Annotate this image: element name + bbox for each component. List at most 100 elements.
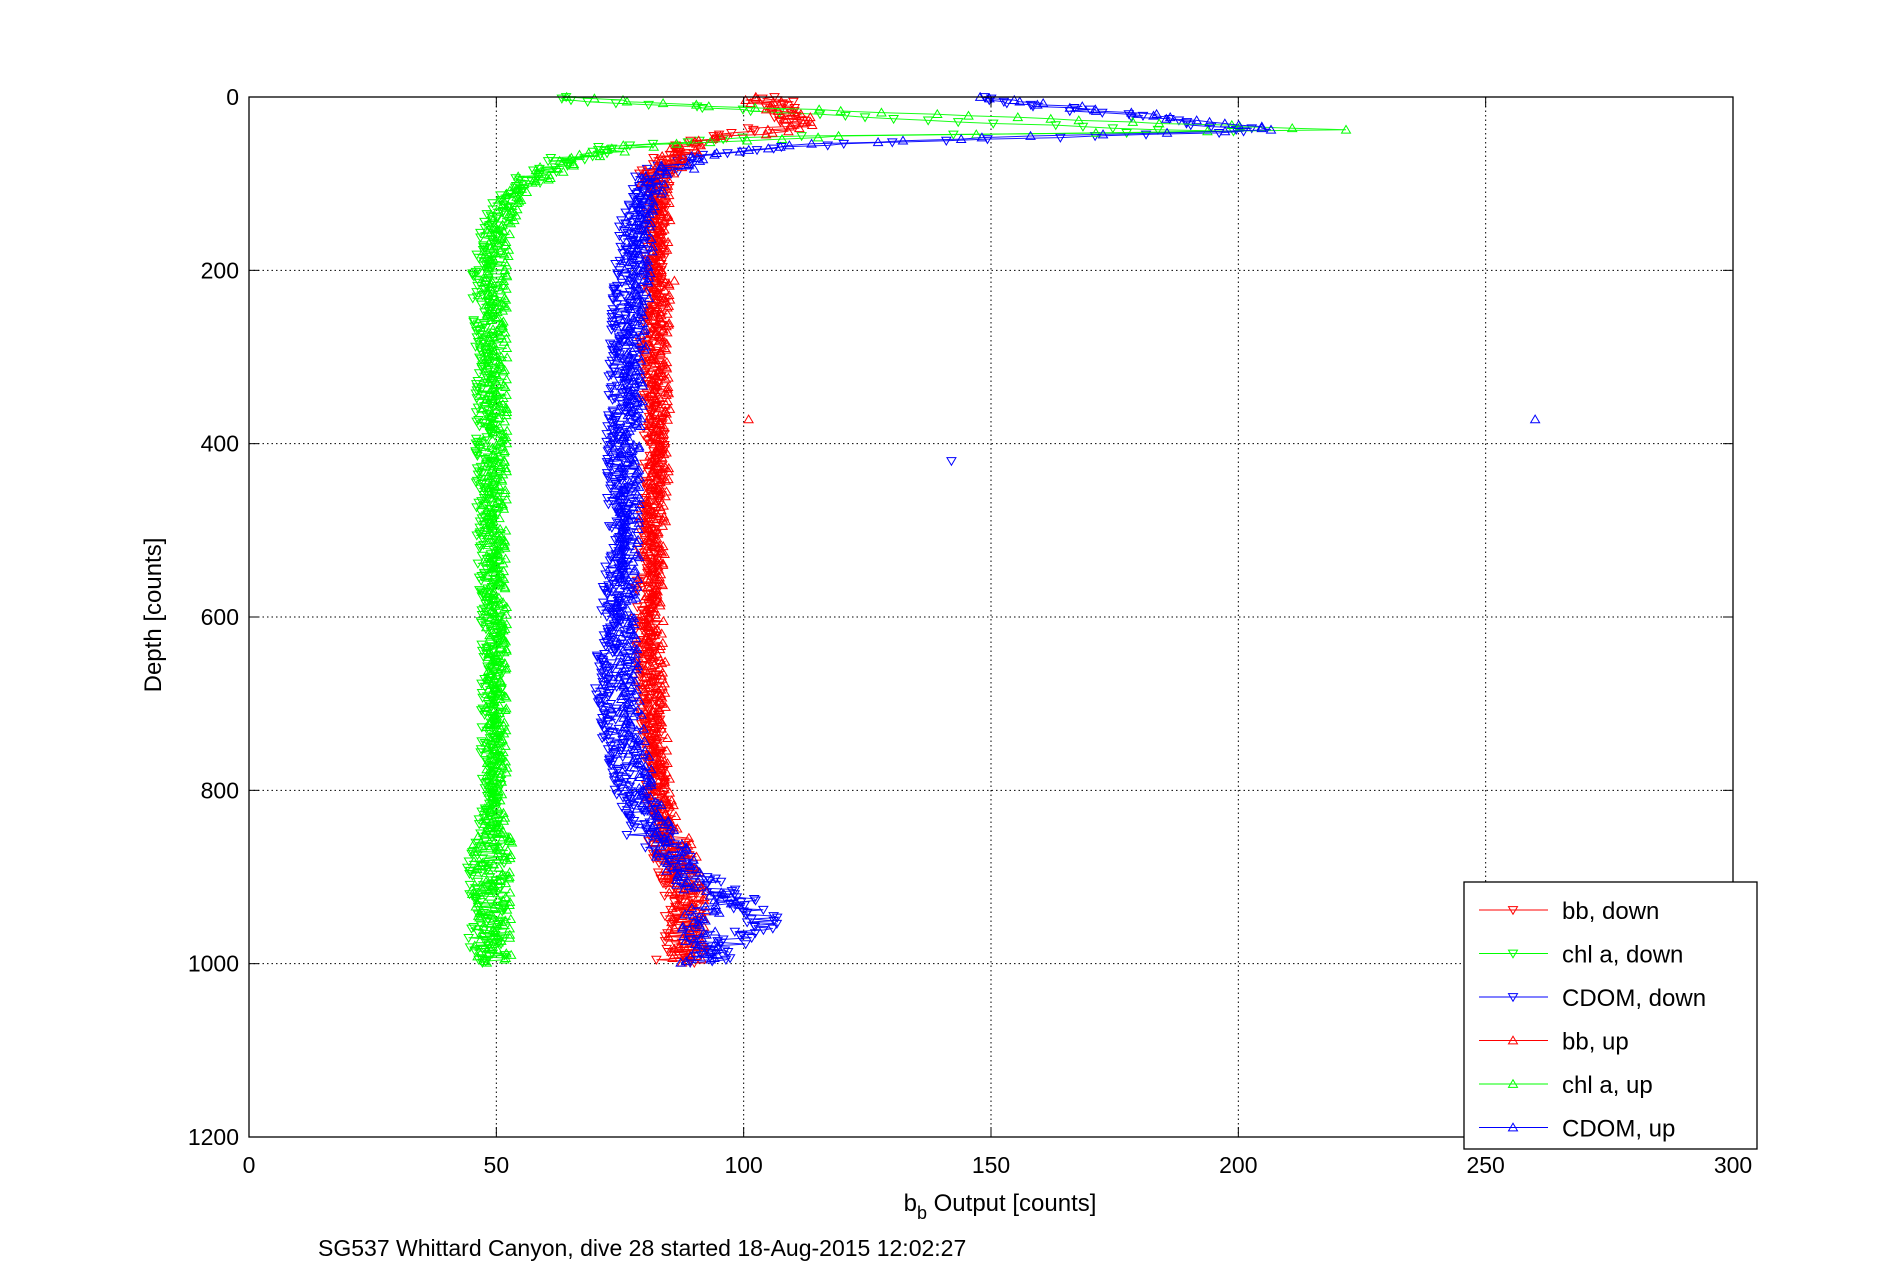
- data-point: [468, 923, 479, 933]
- data-point: [648, 153, 659, 164]
- data-point: [612, 426, 624, 437]
- data-point: [641, 551, 653, 562]
- data-point: [684, 859, 696, 869]
- data-point: [729, 927, 741, 937]
- data-point: [613, 590, 625, 601]
- data-point: [485, 341, 496, 351]
- data-point: [637, 266, 649, 276]
- data-point: [1286, 122, 1298, 133]
- data-point: [475, 748, 487, 758]
- data-point: [613, 637, 625, 647]
- data-point: [635, 413, 647, 423]
- data-point: [475, 576, 487, 586]
- data-point: [480, 405, 492, 415]
- data-point: [488, 467, 500, 477]
- data-point: [492, 459, 504, 470]
- data-point: [625, 682, 637, 693]
- data-point: [607, 294, 619, 304]
- data-point: [608, 283, 620, 293]
- data-point: [500, 236, 512, 246]
- data-point: [622, 640, 634, 650]
- data-point: [639, 736, 650, 746]
- data-point: [650, 781, 661, 791]
- data-point: [486, 225, 497, 235]
- data-point: [644, 191, 656, 201]
- data-point: [487, 324, 499, 334]
- data-point: [509, 182, 520, 192]
- data-point: [640, 214, 652, 225]
- data-point: [654, 489, 665, 499]
- data-point: [598, 681, 610, 691]
- data-point: [643, 837, 654, 847]
- legend-label: chl a, up: [1562, 1072, 1653, 1099]
- data-point: [466, 924, 477, 934]
- data-point: [657, 580, 669, 590]
- data-point: [655, 475, 667, 485]
- data-point: [634, 695, 645, 705]
- data-point: [812, 132, 824, 142]
- data-point: [614, 231, 625, 242]
- data-point: [649, 378, 661, 388]
- data-point: [725, 898, 737, 908]
- data-point: [655, 569, 667, 579]
- data-point: [632, 659, 644, 669]
- data-point: [489, 681, 501, 691]
- data-point: [663, 849, 675, 860]
- data-point: [489, 567, 501, 577]
- data-point: [709, 132, 721, 142]
- data-point: [657, 185, 669, 195]
- y-tick-label: 1200: [188, 1124, 239, 1150]
- data-point: [618, 469, 630, 479]
- data-point: [653, 235, 665, 245]
- data-point: [660, 701, 671, 711]
- data-point: [835, 105, 847, 115]
- data-point: [661, 244, 673, 254]
- data-point: [667, 862, 678, 872]
- data-point: [659, 548, 671, 558]
- data-point: [493, 842, 505, 852]
- data-point: [778, 113, 790, 123]
- series-line: [614, 96, 1272, 964]
- data-point: [715, 130, 726, 140]
- data-point: [760, 129, 772, 139]
- data-point: [654, 600, 666, 610]
- data-point: [472, 559, 484, 569]
- data-point: [605, 484, 616, 494]
- data-point: [461, 863, 473, 873]
- data-point: [473, 498, 485, 508]
- legend-box: [1463, 881, 1758, 1150]
- data-point: [616, 743, 628, 753]
- data-point: [498, 380, 510, 390]
- data-point: [767, 924, 779, 934]
- data-point: [624, 703, 636, 713]
- data-point: [648, 238, 660, 248]
- data-point: [659, 243, 670, 253]
- data-point: [622, 654, 634, 665]
- data-point: [552, 163, 563, 173]
- data-point: [647, 205, 659, 215]
- data-point: [501, 352, 513, 362]
- data-point: [629, 316, 641, 326]
- data-point: [487, 205, 499, 215]
- data-point: [651, 682, 662, 693]
- data-point: [656, 764, 667, 774]
- data-point: [708, 906, 720, 916]
- data-point: [886, 138, 898, 148]
- data-point: [690, 99, 702, 109]
- data-point: [600, 562, 611, 572]
- data-point: [604, 556, 616, 566]
- data-point: [623, 264, 635, 274]
- data-point: [624, 434, 635, 445]
- data-point: [679, 909, 691, 919]
- data-point: [474, 353, 485, 363]
- data-point: [664, 773, 676, 783]
- data-point: [647, 282, 659, 292]
- data-point: [487, 754, 499, 764]
- legend-marker: [1507, 993, 1519, 1003]
- data-point: [474, 517, 486, 527]
- data-series: [461, 91, 1541, 969]
- data-point: [642, 704, 654, 714]
- data-point: [498, 728, 510, 738]
- data-point: [495, 233, 506, 243]
- data-point: [474, 523, 486, 533]
